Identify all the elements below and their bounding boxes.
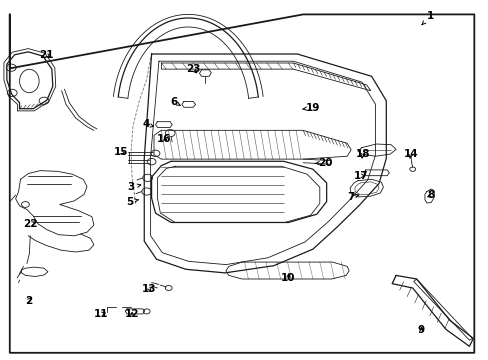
Text: 3: 3 — [127, 182, 141, 192]
Text: 1: 1 — [421, 11, 433, 25]
Text: 21: 21 — [39, 50, 54, 60]
Text: 5: 5 — [126, 197, 139, 207]
Text: 11: 11 — [94, 309, 108, 319]
Text: 6: 6 — [170, 96, 180, 107]
Text: 2: 2 — [25, 296, 32, 306]
Text: 4: 4 — [142, 119, 153, 129]
Text: 16: 16 — [156, 134, 171, 144]
Text: 7: 7 — [346, 192, 358, 202]
Text: 22: 22 — [23, 219, 38, 229]
Text: 20: 20 — [314, 158, 332, 168]
Text: 14: 14 — [403, 149, 417, 159]
Text: 12: 12 — [124, 309, 139, 319]
Text: 10: 10 — [281, 273, 295, 283]
Text: 17: 17 — [353, 171, 367, 181]
Text: 15: 15 — [114, 147, 128, 157]
Text: 9: 9 — [417, 325, 424, 336]
Text: 8: 8 — [427, 190, 434, 200]
Text: 18: 18 — [355, 149, 369, 159]
Text: 13: 13 — [142, 284, 156, 294]
Text: 19: 19 — [302, 103, 320, 113]
Text: 23: 23 — [185, 64, 200, 74]
